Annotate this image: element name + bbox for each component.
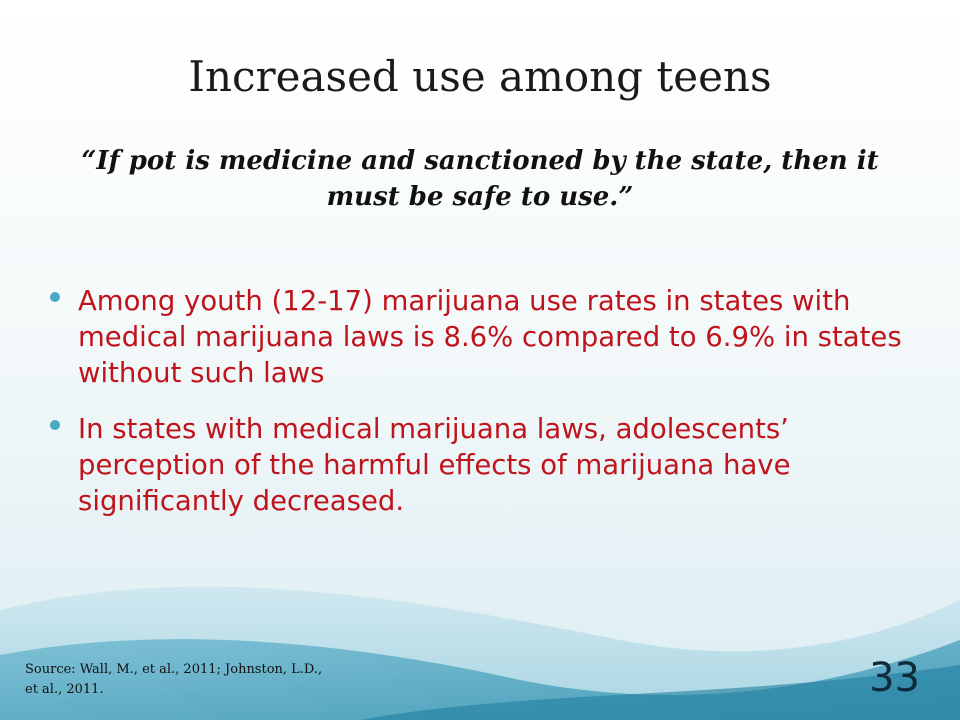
bullet-text: Among youth (12-17) marijuana use rates … xyxy=(78,285,902,389)
bullet-text: In states with medical marijuana laws, a… xyxy=(78,413,791,517)
bullet-item: Among youth (12-17) marijuana use rates … xyxy=(48,283,928,391)
page-number: 33 xyxy=(869,655,920,701)
bullet-list: Among youth (12-17) marijuana use rates … xyxy=(48,283,928,539)
source-citation: Source: Wall, M., et al., 2011; Johnston… xyxy=(25,662,323,697)
bullet-marker-icon xyxy=(50,420,60,430)
bullet-item: In states with medical marijuana laws, a… xyxy=(48,411,928,519)
quote-text: “If pot is medicine and sanctioned by th… xyxy=(81,146,879,212)
slide-title: Increased use among teens xyxy=(188,52,772,101)
bullet-marker-icon xyxy=(50,292,60,302)
